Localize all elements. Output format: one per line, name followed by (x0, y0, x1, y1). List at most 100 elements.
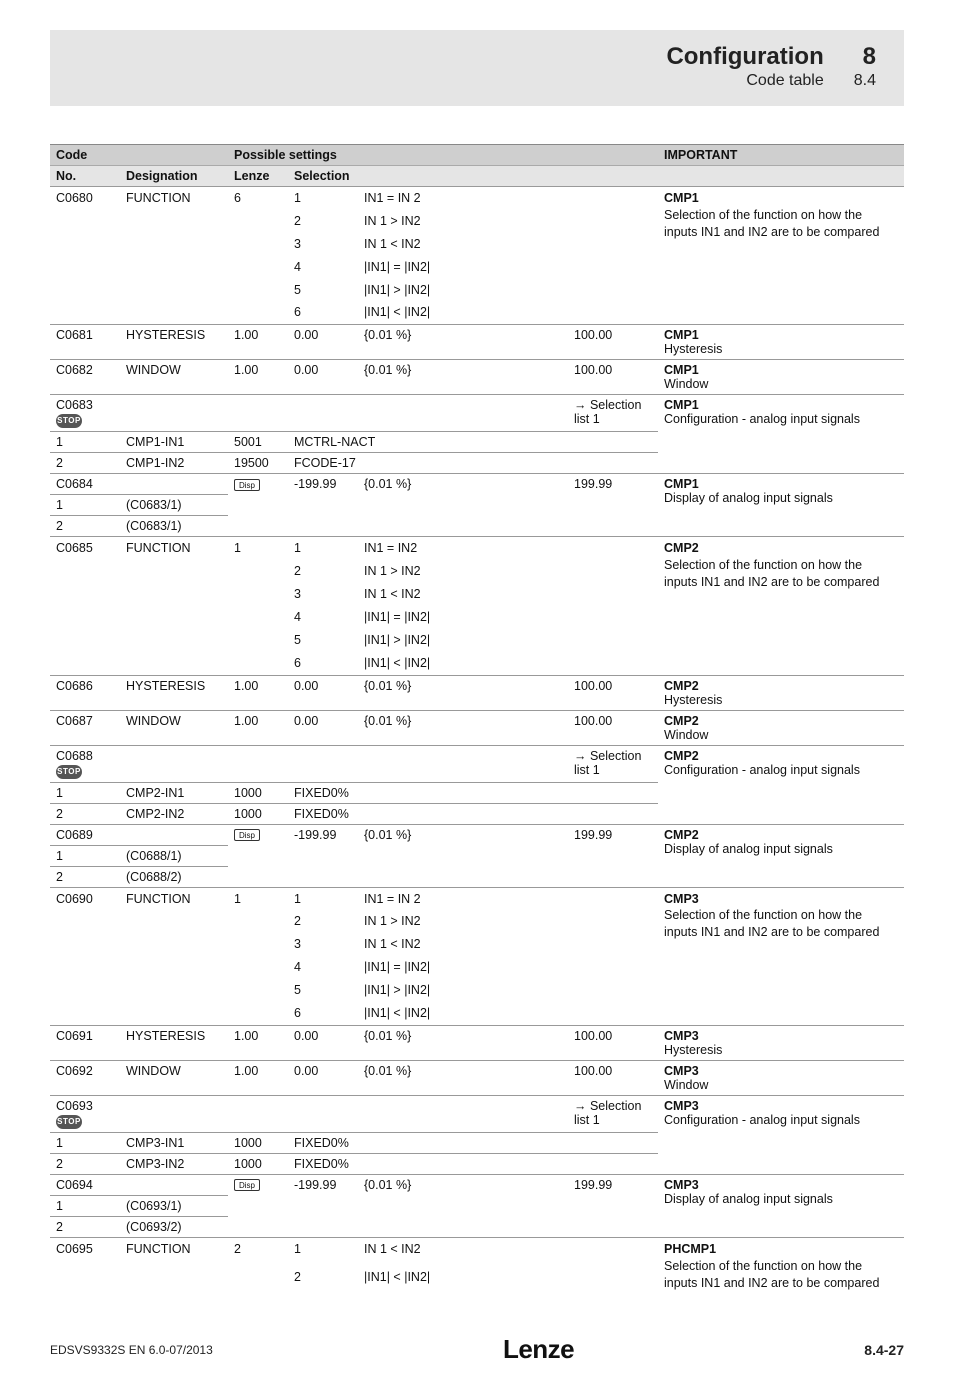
table-row: 2 CMP2-IN2 1000 FIXED0% (50, 803, 904, 824)
cell-lenze: Disp (228, 474, 288, 495)
cell-sel (288, 1216, 658, 1237)
cell-sel-t: IN 1 > IN2 (358, 910, 658, 933)
cell-desig: FUNCTION (120, 887, 228, 1025)
imp-text: Display of analog input signals (664, 491, 833, 505)
cell-code: C0688 STOP (50, 745, 120, 782)
cell-lenze: Disp (228, 1174, 288, 1195)
table-row: C0693STOP → Selection list 1 CMP3Configu… (50, 1095, 904, 1132)
cell-sel-r: 100.00 (568, 675, 658, 710)
imp-text: Configuration - analog input signals (664, 1113, 860, 1127)
cell-sel-l: 0.00 (288, 360, 358, 395)
imp-bold: CMP3 (664, 1064, 699, 1078)
cell-code: C0680 (50, 187, 120, 325)
cell-idx: 1 (50, 432, 120, 453)
cell-lenze (228, 1216, 288, 1237)
cell-sel-r: 100.00 (568, 1025, 658, 1060)
cell-desig: CMP2-IN1 (120, 782, 228, 803)
cell-important: CMP2Hysteresis (658, 675, 904, 710)
imp-text: Display of analog input signals (664, 842, 833, 856)
table-row: C0688STOP → Selection list 1 CMP2Configu… (50, 745, 904, 782)
cell-sel (288, 1095, 568, 1132)
imp-text: Hysteresis (664, 342, 722, 356)
imp-bold: CMP1 (664, 363, 699, 377)
imp-bold: CMP1 (664, 398, 699, 412)
cell-idx: 1 (50, 845, 120, 866)
config-table: Code Possible settings IMPORTANT No. Des… (50, 144, 904, 1294)
cell-sel-m: {0.01 %} (358, 824, 568, 845)
cell-idx: 2 (50, 1153, 120, 1174)
cell-important (658, 453, 904, 474)
disp-icon: Disp (234, 1179, 260, 1191)
cell-desig: (C0688/1) (120, 845, 228, 866)
cell-sel-l: 0.00 (288, 710, 358, 745)
cell-idx: 2 (50, 803, 120, 824)
header-bar: Configuration Code table 8 8.4 (50, 30, 904, 106)
cell-idx: 2 (50, 453, 120, 474)
cell-sel-r: 199.99 (568, 824, 658, 845)
cell-sel-m: {0.01 %} (358, 325, 568, 360)
cell-sel-n: 3 (288, 233, 358, 256)
cell-sel-t: IN1 = IN 2 (358, 887, 658, 910)
code-text: C0688 (56, 749, 93, 763)
cell-code: C0695 (50, 1237, 120, 1294)
cell-lenze: 1000 (228, 1153, 288, 1174)
code-text: C0693 (56, 1099, 93, 1113)
cell-sel-n: 5 (288, 979, 358, 1002)
table-row: C0686 HYSTERESIS 1.00 0.00 {0.01 %} 100.… (50, 675, 904, 710)
imp-text: Hysteresis (664, 693, 722, 707)
cell-sel-t: |IN1| < |IN2| (358, 652, 658, 675)
header-text: Configuration Code table (666, 44, 823, 91)
cell-sel-n: 2 (288, 910, 358, 933)
cell-lenze: 1.00 (228, 675, 288, 710)
table-row: 1 CMP3-IN1 1000 FIXED0% (50, 1132, 904, 1153)
cell-important (658, 432, 904, 453)
table-row: C0685 FUNCTION 1 1 IN1 = IN2 CMP2Selecti… (50, 537, 904, 560)
th-designation: Designation (120, 166, 228, 187)
table-row: C0692 WINDOW 1.00 0.00 {0.01 %} 100.00 C… (50, 1060, 904, 1095)
imp-text: Hysteresis (664, 1043, 722, 1057)
imp-bold: CMP2 (664, 749, 699, 763)
cell-desig (120, 1095, 228, 1132)
cell-idx: 2 (50, 866, 120, 887)
cell-important: CMP2Configuration - analog input signals (658, 745, 904, 782)
code-text: C0683 (56, 398, 93, 412)
cell-sel-m: {0.01 %} (358, 710, 568, 745)
cell-sel (288, 745, 568, 782)
cell-sel-r: 199.99 (568, 474, 658, 495)
table-row: C0694 Disp -199.99 {0.01 %} 199.99 CMP3D… (50, 1174, 904, 1195)
stop-icon: STOP (56, 1115, 82, 1129)
cell-lenze (228, 745, 288, 782)
cell-lenze: 1000 (228, 803, 288, 824)
cell-sel-t: |IN1| < |IN2| (358, 1002, 658, 1025)
cell-desig: CMP1-IN1 (120, 432, 228, 453)
cell-important: CMP1 Selection of the function on how th… (658, 187, 904, 325)
th-important-sub (658, 166, 904, 187)
table-row: 2 CMP3-IN2 1000 FIXED0% (50, 1153, 904, 1174)
cell-sel-l: -199.99 (288, 1174, 358, 1195)
cell-sel-r: 100.00 (568, 360, 658, 395)
cell-sel-n: 1 (288, 537, 358, 560)
stop-icon: STOP (56, 765, 82, 779)
stop-icon: STOP (56, 414, 82, 428)
cell-lenze: 5001 (228, 432, 288, 453)
cell-desig: WINDOW (120, 1060, 228, 1095)
cell-important: CMP1Hysteresis (658, 325, 904, 360)
imp-bold: PHCMP1 (664, 1242, 716, 1256)
cell-important: CMP1Window (658, 360, 904, 395)
cell-lenze: Disp (228, 824, 288, 845)
cell-lenze (228, 1195, 288, 1216)
cell-sel: FIXED0% (288, 1153, 658, 1174)
cell-important: CMP1Configuration - analog input signals (658, 395, 904, 432)
cell-important: CMP2Window (658, 710, 904, 745)
cell-sel-n: 2 (288, 1266, 358, 1294)
cell-important (658, 1132, 904, 1153)
cell-sel-n: 4 (288, 256, 358, 279)
th-code: Code (50, 145, 228, 166)
cell-desig: (C0683/1) (120, 516, 228, 537)
cell-desig: CMP2-IN2 (120, 803, 228, 824)
cell-desig (120, 824, 228, 845)
header-subtitle: Code table (666, 71, 823, 92)
cell-sel-n: 4 (288, 606, 358, 629)
cell-desig: HYSTERESIS (120, 1025, 228, 1060)
cell-idx: 2 (50, 516, 120, 537)
